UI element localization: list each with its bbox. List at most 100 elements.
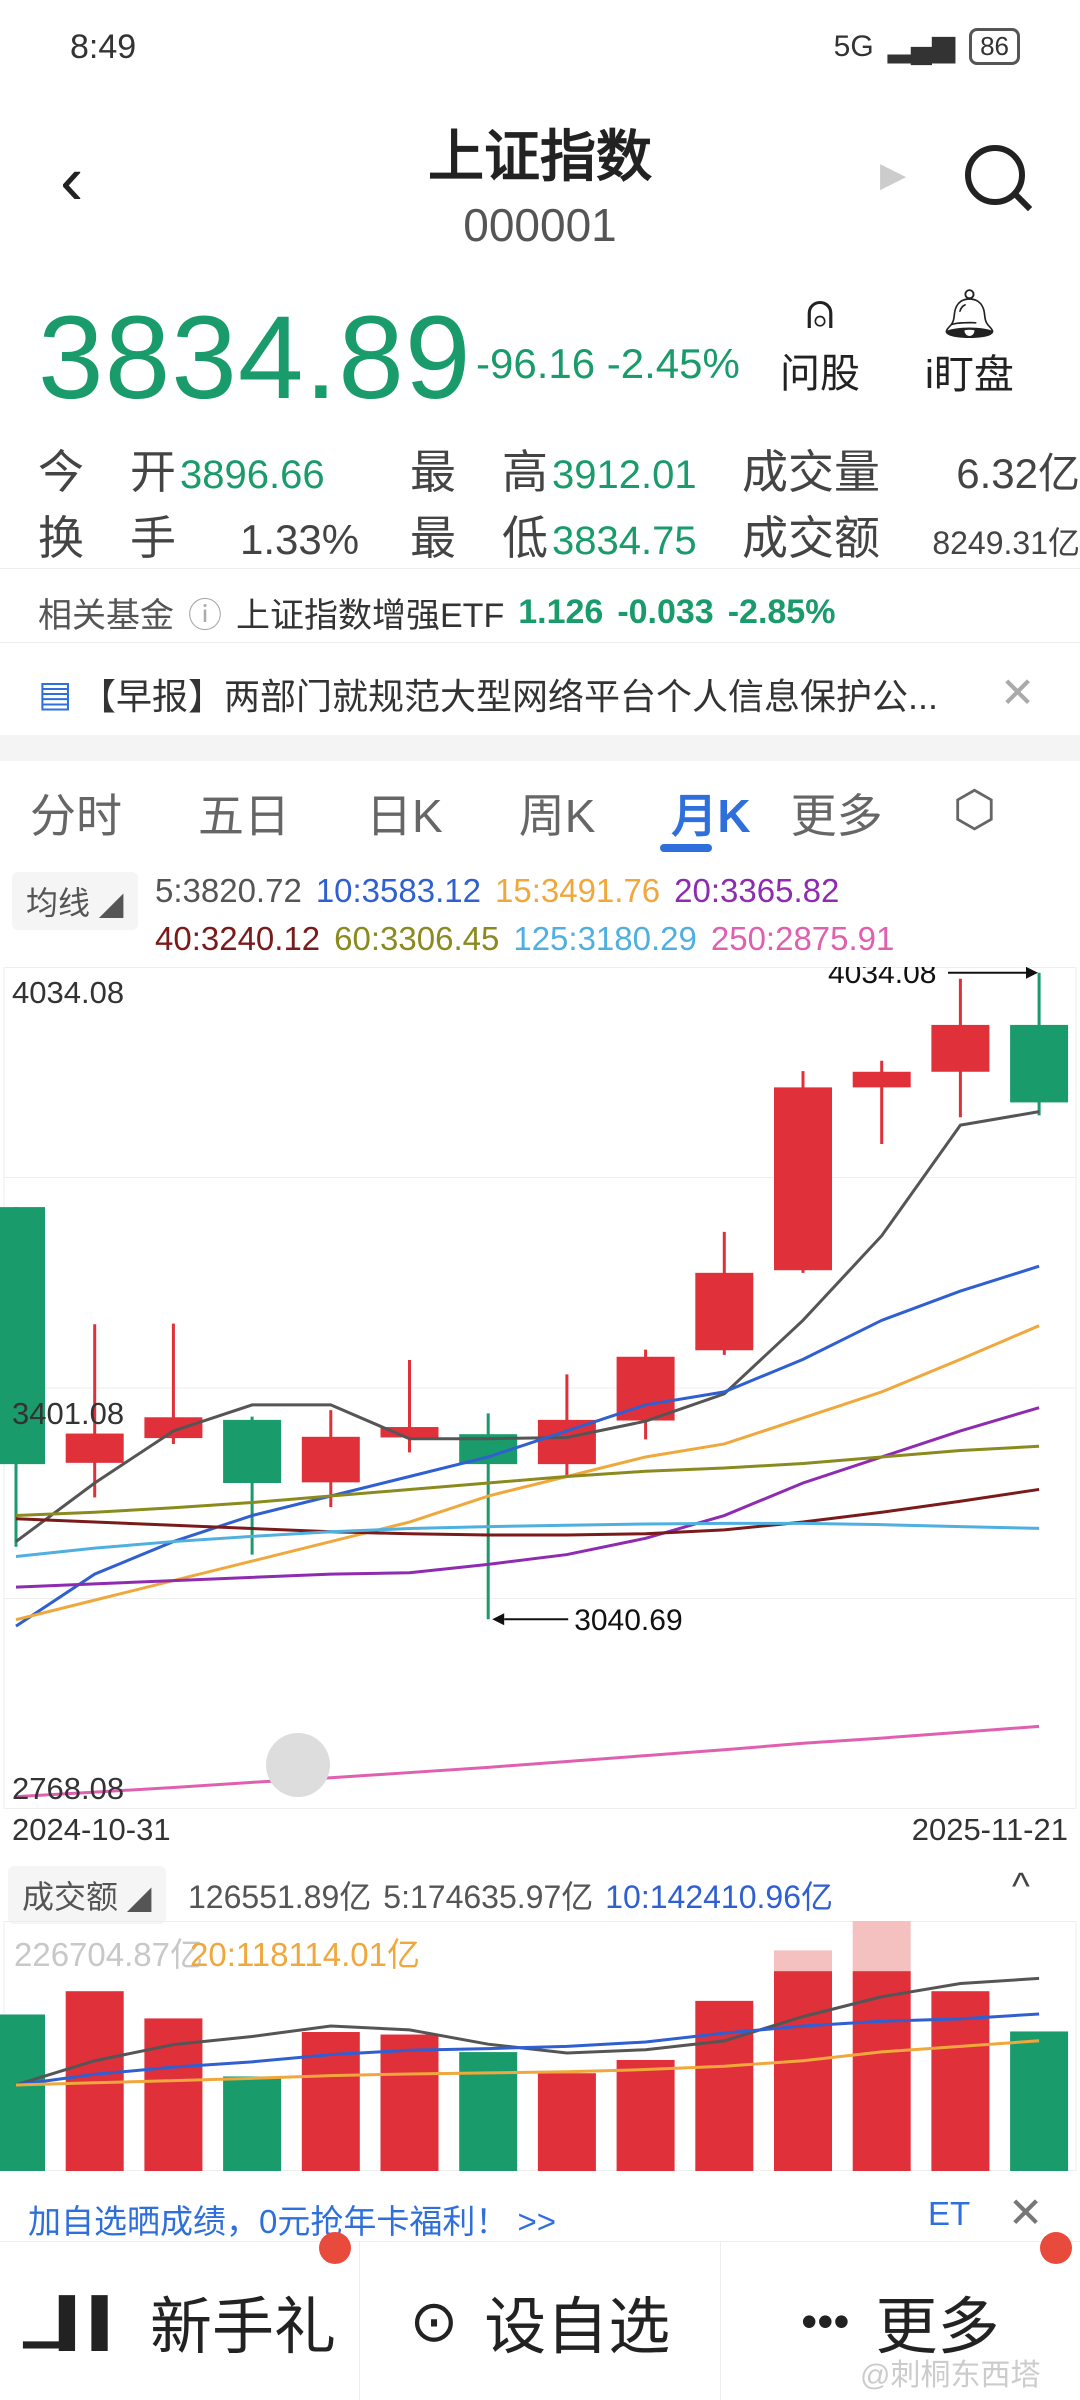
divider: [0, 642, 1080, 643]
stat-label: 成交额: [742, 512, 880, 564]
more-circle-icon: ⊙: [409, 2289, 459, 2354]
volume-bar-extra: [774, 1950, 832, 1972]
close-icon[interactable]: ✕: [1000, 669, 1036, 716]
volume-bar: [616, 2059, 675, 2171]
tab-daily-k[interactable]: 日K: [366, 790, 443, 842]
ma-legend-item: 60:3306.45: [334, 920, 500, 957]
nav-gift[interactable]: ▁▌▌ 新手礼: [0, 2232, 361, 2400]
volume-bar: [695, 2000, 754, 2171]
related-fund-row[interactable]: 相关基金 ⓘ 上证指数增强ETF 1.126 -0.033 -2.85%: [38, 588, 835, 637]
ma-line-15: [15, 1324, 1040, 1622]
bottom-nav: ▁▌▌ 新手礼 ⊙ 设自选 ••• 更多: [0, 2232, 1080, 2400]
battery-indicator: 86: [969, 28, 1020, 65]
candle-body: [774, 1087, 832, 1271]
nav-add-watchlist[interactable]: ⊙ 设自选: [360, 2242, 721, 2400]
ma-legend-row: 40:3240.12 60:3306.45 125:3180.29 250:2875.…: [155, 920, 894, 958]
ma-legend-item: 15:3491.76: [494, 872, 661, 909]
tab-more[interactable]: 更多: [790, 790, 883, 842]
volume-ma20: 20:118114.01亿: [190, 1936, 420, 1973]
y-axis-label: 2768.08: [12, 1771, 124, 1806]
search-icon[interactable]: [965, 145, 1025, 205]
notification-dot: [1039, 2232, 1072, 2264]
stat-value: 3834.75: [552, 519, 697, 563]
high-arrowhead: [1026, 967, 1038, 979]
watermark: @刺桐东西塔: [860, 2359, 1041, 2392]
status-icons: 5G ▂▄▆ 86: [834, 28, 1020, 65]
tab-weekly-k[interactable]: 周K: [518, 790, 596, 842]
candle-body: [0, 1207, 45, 1465]
watch-button[interactable]: 🔔︎ i盯盘: [925, 285, 1014, 400]
tab-intraday[interactable]: 分时: [30, 790, 122, 842]
ma-line-5: [15, 1110, 1040, 1543]
document-icon: ▤: [38, 673, 73, 714]
volume-axis-labels: 226704.87亿: [14, 1928, 203, 1976]
ma-label: 均线: [26, 885, 91, 921]
volume-selector[interactable]: 成交额 ◢: [8, 1866, 166, 1924]
volume-ma10: 10:142410.96亿: [605, 1879, 834, 1915]
notification-dot: [319, 2232, 352, 2264]
change-value: -96.16: [476, 340, 596, 387]
ask-label: 问股: [780, 352, 860, 396]
ma-line-40: [15, 1487, 1040, 1537]
volume-bar-extra: [852, 1921, 911, 1972]
stat-label: 今 开: [38, 446, 176, 498]
ma-selector[interactable]: 均线 ◢: [12, 872, 138, 930]
ma-line-250: [15, 1724, 1040, 1799]
volume-current: 126551.89亿: [188, 1879, 372, 1915]
volume-bar: [537, 2073, 596, 2171]
back-button[interactable]: ‹: [60, 141, 84, 219]
volume-ma-line-10: [15, 2012, 1040, 2087]
signal-icon: ▂▄▆: [887, 30, 956, 63]
ma-legend-item: 20:3365.82: [674, 872, 840, 909]
low-annotation: 3040.69: [574, 1604, 682, 1637]
ma-line-60: [15, 1444, 1040, 1518]
volume-legend: 126551.89亿 5:174635.97亿 10:142410.96亿: [188, 1872, 833, 1918]
banner-close-icon[interactable]: ✕: [1008, 2189, 1044, 2236]
stock-code: 000001: [463, 199, 617, 251]
nav-more[interactable]: ••• 更多: [721, 2232, 1080, 2400]
status-time: 8:49: [70, 28, 137, 66]
volume-bar: [380, 2034, 439, 2171]
ma-legend-item: 40:3240.12: [155, 920, 321, 957]
price-change: -96.16 -2.45%: [476, 340, 740, 388]
settings-icon[interactable]: ⬡: [952, 781, 997, 837]
volume-chart[interactable]: [0, 1921, 1080, 2173]
candle-body: [695, 1272, 754, 1351]
ma-legend-item: 125:3180.29: [513, 920, 697, 957]
stat-value: 6.32亿: [956, 450, 1080, 497]
current-price: 3834.89: [38, 292, 472, 424]
ma-legend-row: 5:3820.72 10:3583.12 15:3491.76 20:3365.82: [155, 872, 839, 910]
page-title: 上证指数: [428, 125, 652, 188]
candle-body: [931, 1024, 990, 1072]
promo-banner[interactable]: 加自选晒成绩，0元抢年卡福利！ >>: [28, 2195, 556, 2243]
x-start-label: 2024-10-31: [12, 1812, 171, 1847]
collapse-icon[interactable]: ^: [1012, 1866, 1030, 1908]
candlestick-chart[interactable]: 4034.08 3401.08 2768.08 4034.08 3040.69: [0, 967, 1080, 1809]
next-arrow-icon[interactable]: ▶: [880, 156, 907, 194]
volume-bar: [0, 2014, 45, 2171]
news-ticker[interactable]: ▤ 【早报】两部门就规范大型网络平台个人信息保护公...: [38, 668, 938, 720]
zoom-toggle-icon: [266, 1733, 330, 1797]
low-arrowhead: [492, 1613, 505, 1626]
ellipsis-icon: •••: [801, 2295, 850, 2347]
candle-body: [223, 1419, 282, 1484]
volume-max-label: 226704.87亿: [14, 1936, 203, 1973]
candle-body: [1010, 1024, 1069, 1103]
ma-line-125: [15, 1521, 1040, 1559]
info-icon[interactable]: ⓘ: [188, 597, 222, 635]
divider: [0, 568, 1080, 569]
volume-bar: [1010, 2031, 1069, 2171]
high-annotation: 4034.08: [828, 967, 936, 990]
stat-label: 最 低: [410, 512, 548, 564]
volume-ma5: 5:174635.97亿: [383, 1879, 594, 1915]
tab-five-day[interactable]: 五日: [198, 790, 290, 842]
news-text: 【早报】两部门就规范大型网络平台个人信息保护公...: [80, 676, 939, 717]
active-tab-indicator: [660, 844, 712, 852]
ma-legend-item: 10:3583.12: [315, 872, 481, 909]
ask-stock-button[interactable]: ⍝ 问股: [780, 285, 860, 399]
banner-text: 加自选晒成绩，0元抢年卡福利！ >>: [28, 2203, 557, 2240]
stat-value: 8249.31亿: [932, 525, 1080, 561]
x-end-label: 2025-11-21: [911, 1812, 1068, 1847]
tab-monthly-k[interactable]: 月K: [671, 790, 751, 842]
candle-body: [301, 1436, 360, 1483]
